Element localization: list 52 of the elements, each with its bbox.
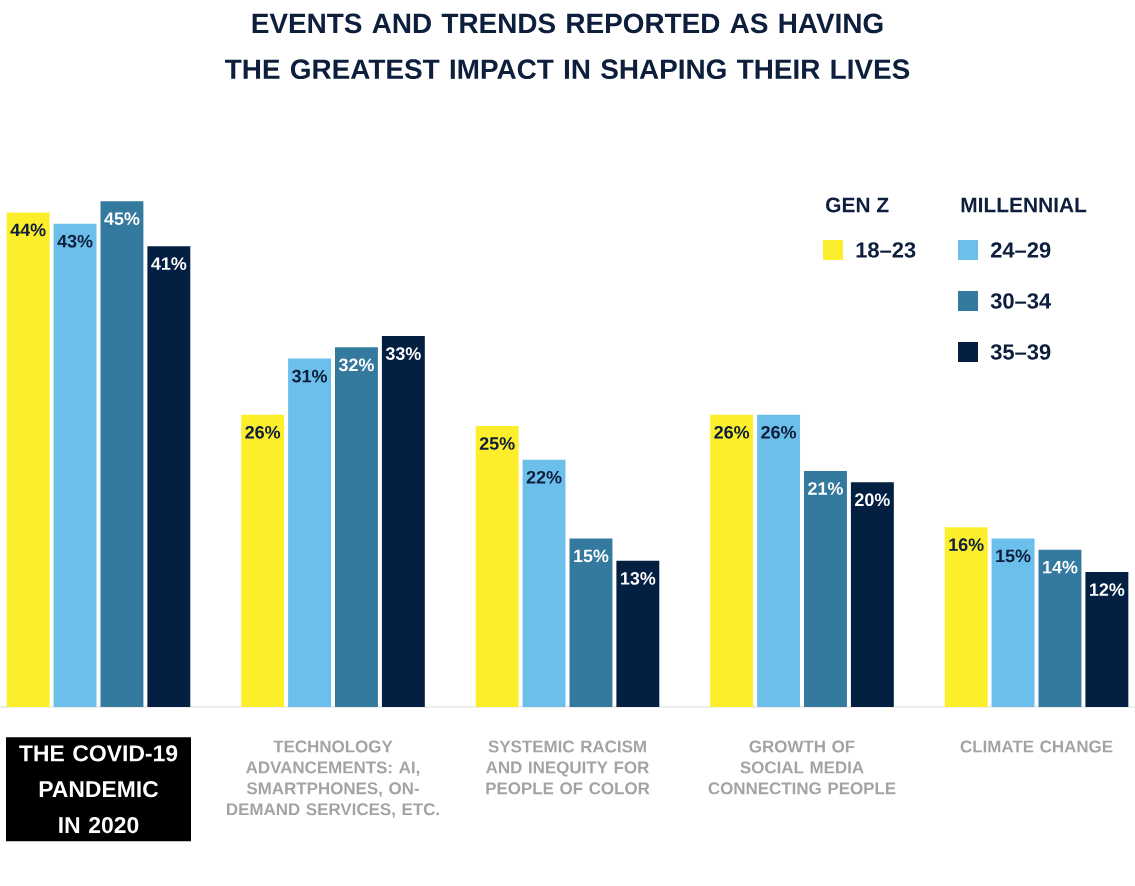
bar	[1038, 549, 1082, 707]
data-label: 21%	[808, 482, 843, 495]
bar	[381, 336, 425, 707]
data-label: 15%	[574, 549, 609, 563]
data-label: 20%	[855, 493, 890, 507]
bar	[241, 414, 285, 707]
data-label: 45%	[104, 212, 140, 226]
bar	[522, 459, 566, 707]
data-label: 16%	[949, 538, 984, 552]
data-label: 43%	[57, 234, 93, 248]
data-label: 14%	[1043, 560, 1078, 574]
bar	[475, 425, 519, 707]
chart-title: EVENTS AND TRENDS REPORTED AS HAVING THE GREATEST IMPACT IN SHAPING THEIR LIVES	[225, 13, 910, 80]
x-tick-label: THE COVID-19 PANDEMIC IN 2020	[19, 745, 178, 834]
data-label: 25%	[479, 437, 515, 450]
bar	[616, 560, 660, 707]
data-label: 44%	[10, 223, 46, 237]
bar	[53, 223, 97, 707]
bar	[804, 470, 847, 707]
bar	[6, 212, 50, 707]
data-label: 15%	[996, 549, 1031, 563]
x-tick-label: SYSTEMIC RACISM AND INEQUITY FOR PEOPLE OF COLOR	[486, 740, 650, 795]
data-label: 12%	[1090, 583, 1125, 596]
x-tick-label: TECHNOLOGY ADVANCEMENTS: AI, SMARTPHONES, ON-DEMAND SERVICES, ETC.	[227, 740, 439, 818]
data-label: 26%	[245, 425, 281, 439]
data-label: 22%	[526, 470, 562, 484]
data-label: 13%	[621, 572, 656, 585]
data-label: 32%	[338, 358, 374, 372]
legend-label: 18–23	[856, 242, 916, 258]
legend-label: 35–39	[990, 344, 1051, 360]
data-label: 33%	[385, 347, 421, 360]
data-label: 41%	[151, 257, 187, 270]
bar	[288, 358, 331, 707]
x-tick-label: CLIMATE CHANGE	[960, 740, 1113, 753]
legend-label: 30–34	[990, 293, 1052, 309]
annotation: GEN Z	[826, 197, 889, 213]
annotation: MILLENNIAL	[961, 197, 1087, 213]
data-label: 31%	[292, 369, 328, 383]
legend-label: 24–29	[990, 242, 1051, 258]
bar	[757, 414, 801, 707]
data-label: 26%	[761, 425, 797, 439]
bar	[334, 347, 378, 707]
bar	[569, 538, 613, 707]
bar	[850, 482, 894, 707]
data-label: 26%	[714, 425, 750, 439]
x-tick-label: GROWTH OF SOCIAL MEDIA CONNECTING PEOPLE	[708, 740, 896, 795]
bar	[991, 538, 1035, 707]
bar	[100, 201, 144, 707]
bar	[944, 527, 988, 707]
bar	[710, 414, 754, 707]
bar	[147, 246, 191, 707]
bar	[1085, 572, 1129, 707]
